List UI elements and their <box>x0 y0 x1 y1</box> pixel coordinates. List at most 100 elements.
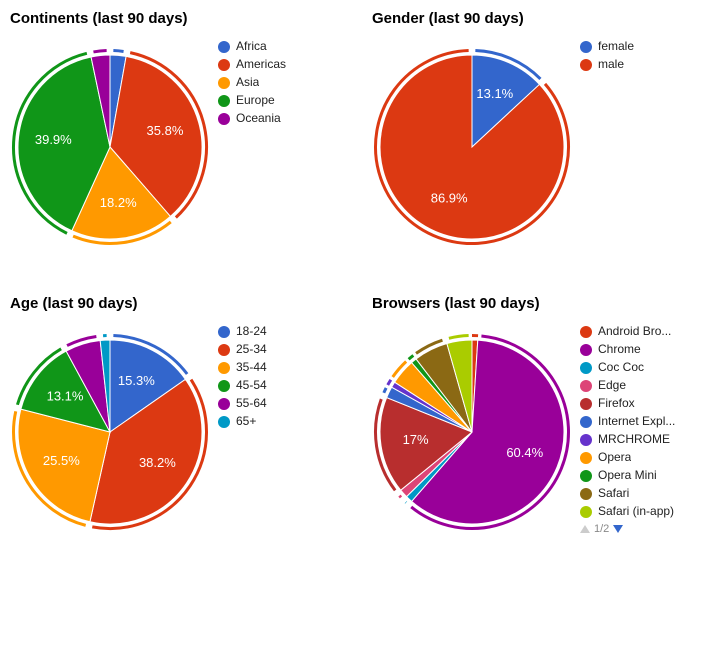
legend-label: Asia <box>236 75 259 90</box>
chart-title: Age (last 90 days) <box>10 295 352 312</box>
slice-label: 17% <box>403 432 429 447</box>
legend-swatch <box>218 113 230 125</box>
panel-gender: Gender (last 90 days) 13.1%86.9% female mal… <box>372 10 714 255</box>
slice-label: 35.8% <box>147 123 184 138</box>
legend-item[interactable]: Africa <box>218 39 352 54</box>
pager-text: 1/2 <box>594 523 609 535</box>
slice-label: 15.3% <box>118 373 155 388</box>
legend-swatch <box>580 398 592 410</box>
pie-ring-segment <box>388 380 391 385</box>
pie-chart: 35.8% 18.2% 39.9% <box>10 35 210 255</box>
legend-label: Edge <box>598 378 626 393</box>
legend-swatch <box>580 434 592 446</box>
legend-label: 25-34 <box>236 342 267 357</box>
pie-chart: 60.4% 17% <box>372 320 572 540</box>
pie-chart: 15.3%38.2%25.5%13.1% <box>10 320 210 540</box>
slice-label: 18.2% <box>100 195 137 210</box>
slice-label: 25.5% <box>43 453 80 468</box>
legend-item[interactable]: Firefox <box>580 396 714 411</box>
legend-item[interactable]: 65+ <box>218 414 352 429</box>
legend-item[interactable]: Opera <box>580 450 714 465</box>
legend-label: Africa <box>236 39 267 54</box>
legend: Android Bro... Chrome Coc Coc Edge Firefox In… <box>572 320 714 535</box>
legend-item[interactable]: Oceania <box>218 111 352 126</box>
pager-prev-icon <box>580 525 590 533</box>
legend-swatch <box>218 362 230 374</box>
legend-label: Europe <box>236 93 275 108</box>
legend-swatch <box>580 41 592 53</box>
legend-swatch <box>580 344 592 356</box>
dashboard-grid: Continents (last 90 days)35.8%18.2%39.9%… <box>10 10 714 540</box>
legend-label: 18-24 <box>236 324 267 339</box>
legend-label: 65+ <box>236 414 256 429</box>
chart-title: Browsers (last 90 days) <box>372 295 714 312</box>
legend-swatch <box>218 398 230 410</box>
slice-label: 60.4% <box>506 445 543 460</box>
legend-swatch <box>580 488 592 500</box>
legend-label: Americas <box>236 57 286 72</box>
chart-title: Gender (last 90 days) <box>372 10 714 27</box>
legend-item[interactable]: male <box>580 57 714 72</box>
legend-label: Safari (in-app) <box>598 504 674 519</box>
pie-chart: 13.1%86.9% <box>372 35 572 255</box>
slice-label: 39.9% <box>35 132 72 147</box>
slice-label: 38.2% <box>139 455 176 470</box>
legend-swatch <box>580 452 592 464</box>
legend-item[interactable]: Asia <box>218 75 352 90</box>
legend-item[interactable]: 55-64 <box>218 396 352 411</box>
legend-item[interactable]: MRCHROME <box>580 432 714 447</box>
pie-ring-segment <box>399 496 401 498</box>
legend-item[interactable]: Edge <box>580 378 714 393</box>
panel-age: Age (last 90 days)15.3%38.2%25.5%13.1%18… <box>10 295 352 540</box>
legend-item[interactable]: 35-44 <box>218 360 352 375</box>
legend-pager: 1/2 <box>580 523 714 535</box>
legend-label: Opera <box>598 450 631 465</box>
legend-label: 55-64 <box>236 396 267 411</box>
legend-label: 35-44 <box>236 360 267 375</box>
legend-label: Coc Coc <box>598 360 644 375</box>
pie-holder: 15.3%38.2%25.5%13.1% <box>10 320 210 540</box>
legend-item[interactable]: Coc Coc <box>580 360 714 375</box>
pager-next-icon[interactable] <box>613 525 623 533</box>
pie-ring-segment <box>409 355 414 359</box>
panel-continents: Continents (last 90 days)35.8%18.2%39.9%… <box>10 10 352 255</box>
legend-label: Internet Expl... <box>598 414 675 429</box>
legend-label: Oceania <box>236 111 281 126</box>
legend-item[interactable]: Americas <box>218 57 352 72</box>
chart-area: 13.1%86.9% female male <box>372 35 714 255</box>
legend-label: 45-54 <box>236 378 267 393</box>
pie-holder: 35.8% 18.2% 39.9% <box>10 35 210 255</box>
legend-swatch <box>580 470 592 482</box>
legend-swatch <box>580 326 592 338</box>
pie-holder: 13.1%86.9% <box>372 35 572 255</box>
legend-swatch <box>218 380 230 392</box>
legend-label: female <box>598 39 634 54</box>
legend-item[interactable]: Chrome <box>580 342 714 357</box>
legend-item[interactable]: 18-24 <box>218 324 352 339</box>
legend-item[interactable]: Safari (in-app) <box>580 504 714 519</box>
legend-swatch <box>218 59 230 71</box>
legend-item[interactable]: Internet Expl... <box>580 414 714 429</box>
legend-label: Android Bro... <box>598 324 671 339</box>
legend-item[interactable]: 45-54 <box>218 378 352 393</box>
legend-label: Chrome <box>598 342 641 357</box>
legend-swatch <box>580 506 592 518</box>
pie-ring-segment <box>449 336 469 339</box>
legend-label: Opera Mini <box>598 468 657 483</box>
legend-item[interactable]: Safari <box>580 486 714 501</box>
legend: 18-24 25-34 35-44 45-54 55-64 65+ <box>210 320 352 432</box>
legend-swatch <box>218 326 230 338</box>
legend-item[interactable]: Android Bro... <box>580 324 714 339</box>
legend-item[interactable]: 25-34 <box>218 342 352 357</box>
pie-ring-segment <box>93 51 106 52</box>
pie-holder: 60.4% 17% <box>372 320 572 540</box>
legend-item[interactable]: Europe <box>218 93 352 108</box>
slice-label: 86.9% <box>431 191 468 206</box>
legend-item[interactable]: Opera Mini <box>580 468 714 483</box>
legend-label: Firefox <box>598 396 635 411</box>
chart-area: 35.8% 18.2% 39.9% Africa Americas Asia Europe O… <box>10 35 352 255</box>
pie-ring-segment <box>113 51 123 52</box>
legend: female male <box>572 35 714 75</box>
legend-item[interactable]: female <box>580 39 714 54</box>
legend-swatch <box>580 416 592 428</box>
